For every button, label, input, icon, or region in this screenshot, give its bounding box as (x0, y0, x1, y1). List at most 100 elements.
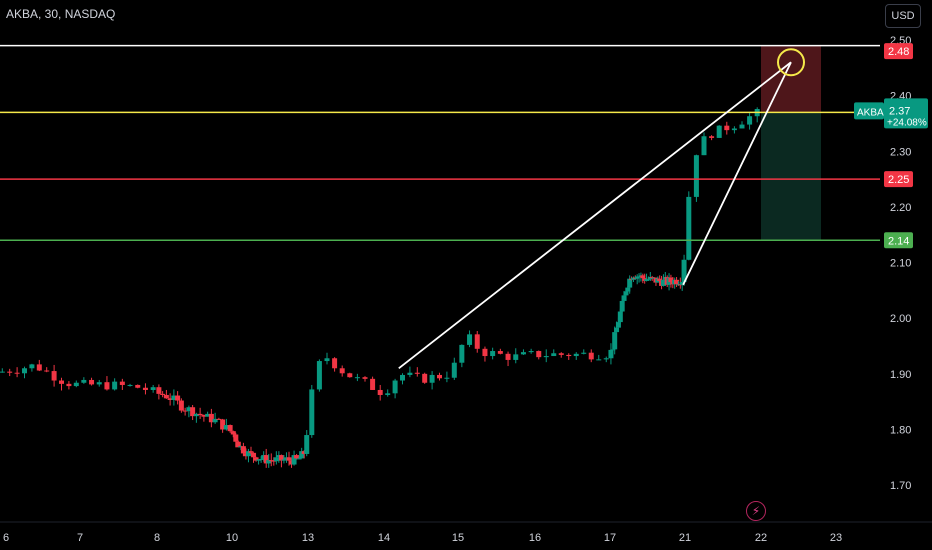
symbol-tag-text: AKBA (857, 107, 884, 118)
candle-body (248, 451, 254, 453)
candle-body (44, 370, 50, 372)
candle-body (619, 300, 625, 312)
candle-body (377, 389, 383, 395)
candle-body (201, 415, 207, 417)
x-tick-label: 16 (529, 532, 541, 544)
candle-body (612, 332, 618, 350)
candle-body (227, 425, 233, 432)
candle-body (467, 334, 473, 345)
candle-body (451, 362, 457, 378)
candle-body (193, 413, 199, 417)
candle-body (747, 116, 753, 125)
candle-body (112, 381, 118, 390)
candle-body (623, 291, 629, 296)
y-tick-label: 2.30 (890, 146, 911, 158)
candle-body (437, 374, 442, 379)
x-tick-label: 22 (755, 532, 767, 544)
candle-body (603, 358, 609, 360)
candle-body (36, 364, 42, 371)
candle-body (96, 382, 102, 385)
candle-body (490, 351, 496, 357)
candle-body (212, 418, 218, 423)
lightning-icon[interactable]: ⚡︎ (746, 501, 766, 521)
candle-body (354, 377, 360, 379)
trend-line (398, 61, 792, 369)
candle-body (182, 410, 188, 412)
candle-body (89, 379, 95, 385)
candle-body (208, 413, 214, 423)
candle-body (301, 451, 307, 454)
candle-body (636, 276, 642, 278)
candle-body (240, 446, 246, 454)
candle-body (171, 395, 177, 400)
candle-body (657, 278, 663, 281)
candle-body (370, 378, 376, 390)
candle-body (497, 351, 503, 354)
last-price-label (884, 98, 928, 129)
price-label-text: 2.14 (888, 235, 909, 247)
candle-body (701, 136, 707, 156)
candle-body (324, 358, 330, 362)
candle-body (536, 351, 542, 358)
x-tick-label: 7 (77, 532, 83, 544)
candle-body (256, 459, 262, 461)
candle-body (566, 354, 572, 357)
candle-body (205, 413, 211, 417)
candle-body (197, 413, 203, 416)
candle-body (283, 457, 289, 460)
candle-body (142, 387, 148, 390)
candle-body (647, 277, 653, 280)
candle-body (558, 353, 564, 355)
candle-body (251, 452, 257, 458)
candle-body (223, 425, 229, 430)
candle-body (163, 394, 169, 399)
trend-line (682, 61, 792, 286)
candle-body (505, 353, 511, 360)
candle-body (235, 441, 241, 448)
time-axis: 6 7 8 10 13 14 15 16 17 21 22 23 (0, 521, 932, 544)
candle-body (316, 361, 322, 390)
candle-body (610, 349, 616, 351)
candle-body (258, 458, 264, 460)
candle-body (621, 295, 627, 301)
x-tick-label: 8 (154, 532, 160, 544)
candle-body (614, 327, 620, 333)
y-tick-label: 1.90 (890, 369, 911, 381)
candle-body (263, 455, 269, 464)
candle-body (422, 373, 428, 383)
x-tick-label: 6 (3, 532, 9, 544)
candle-body (289, 460, 295, 465)
candle-body (615, 322, 621, 328)
candle-body (573, 353, 579, 357)
candle-body (281, 459, 287, 461)
candle-body (640, 275, 646, 279)
x-tick-label: 14 (378, 532, 390, 544)
candle-body (724, 125, 730, 131)
x-tick-label: 21 (679, 532, 691, 544)
currency-button[interactable]: USD (885, 4, 921, 28)
y-tick-label: 2.00 (890, 313, 911, 325)
candle-body (286, 457, 292, 461)
price-labels: 2.48 2.37+24.08%AKBA 2.25 2.14 (854, 43, 928, 249)
target-zone (761, 112, 821, 241)
candle-body (291, 455, 297, 465)
candle-body (243, 453, 249, 457)
x-tick-label: 23 (830, 532, 842, 544)
candle-body (407, 372, 413, 375)
candle-body (645, 279, 651, 281)
candle-body (362, 377, 368, 379)
candle-body (66, 383, 72, 387)
candle-body (253, 457, 259, 461)
candle-body (414, 372, 420, 374)
candle-body (543, 356, 549, 358)
candle-body (551, 353, 557, 357)
price-label (884, 171, 913, 188)
price-label (884, 232, 913, 249)
candle-body (674, 279, 680, 285)
candle-body (709, 136, 715, 138)
candle-body (299, 451, 305, 459)
candle-body (238, 446, 244, 448)
x-tick-label: 10 (226, 532, 238, 544)
candle-body (474, 334, 480, 349)
